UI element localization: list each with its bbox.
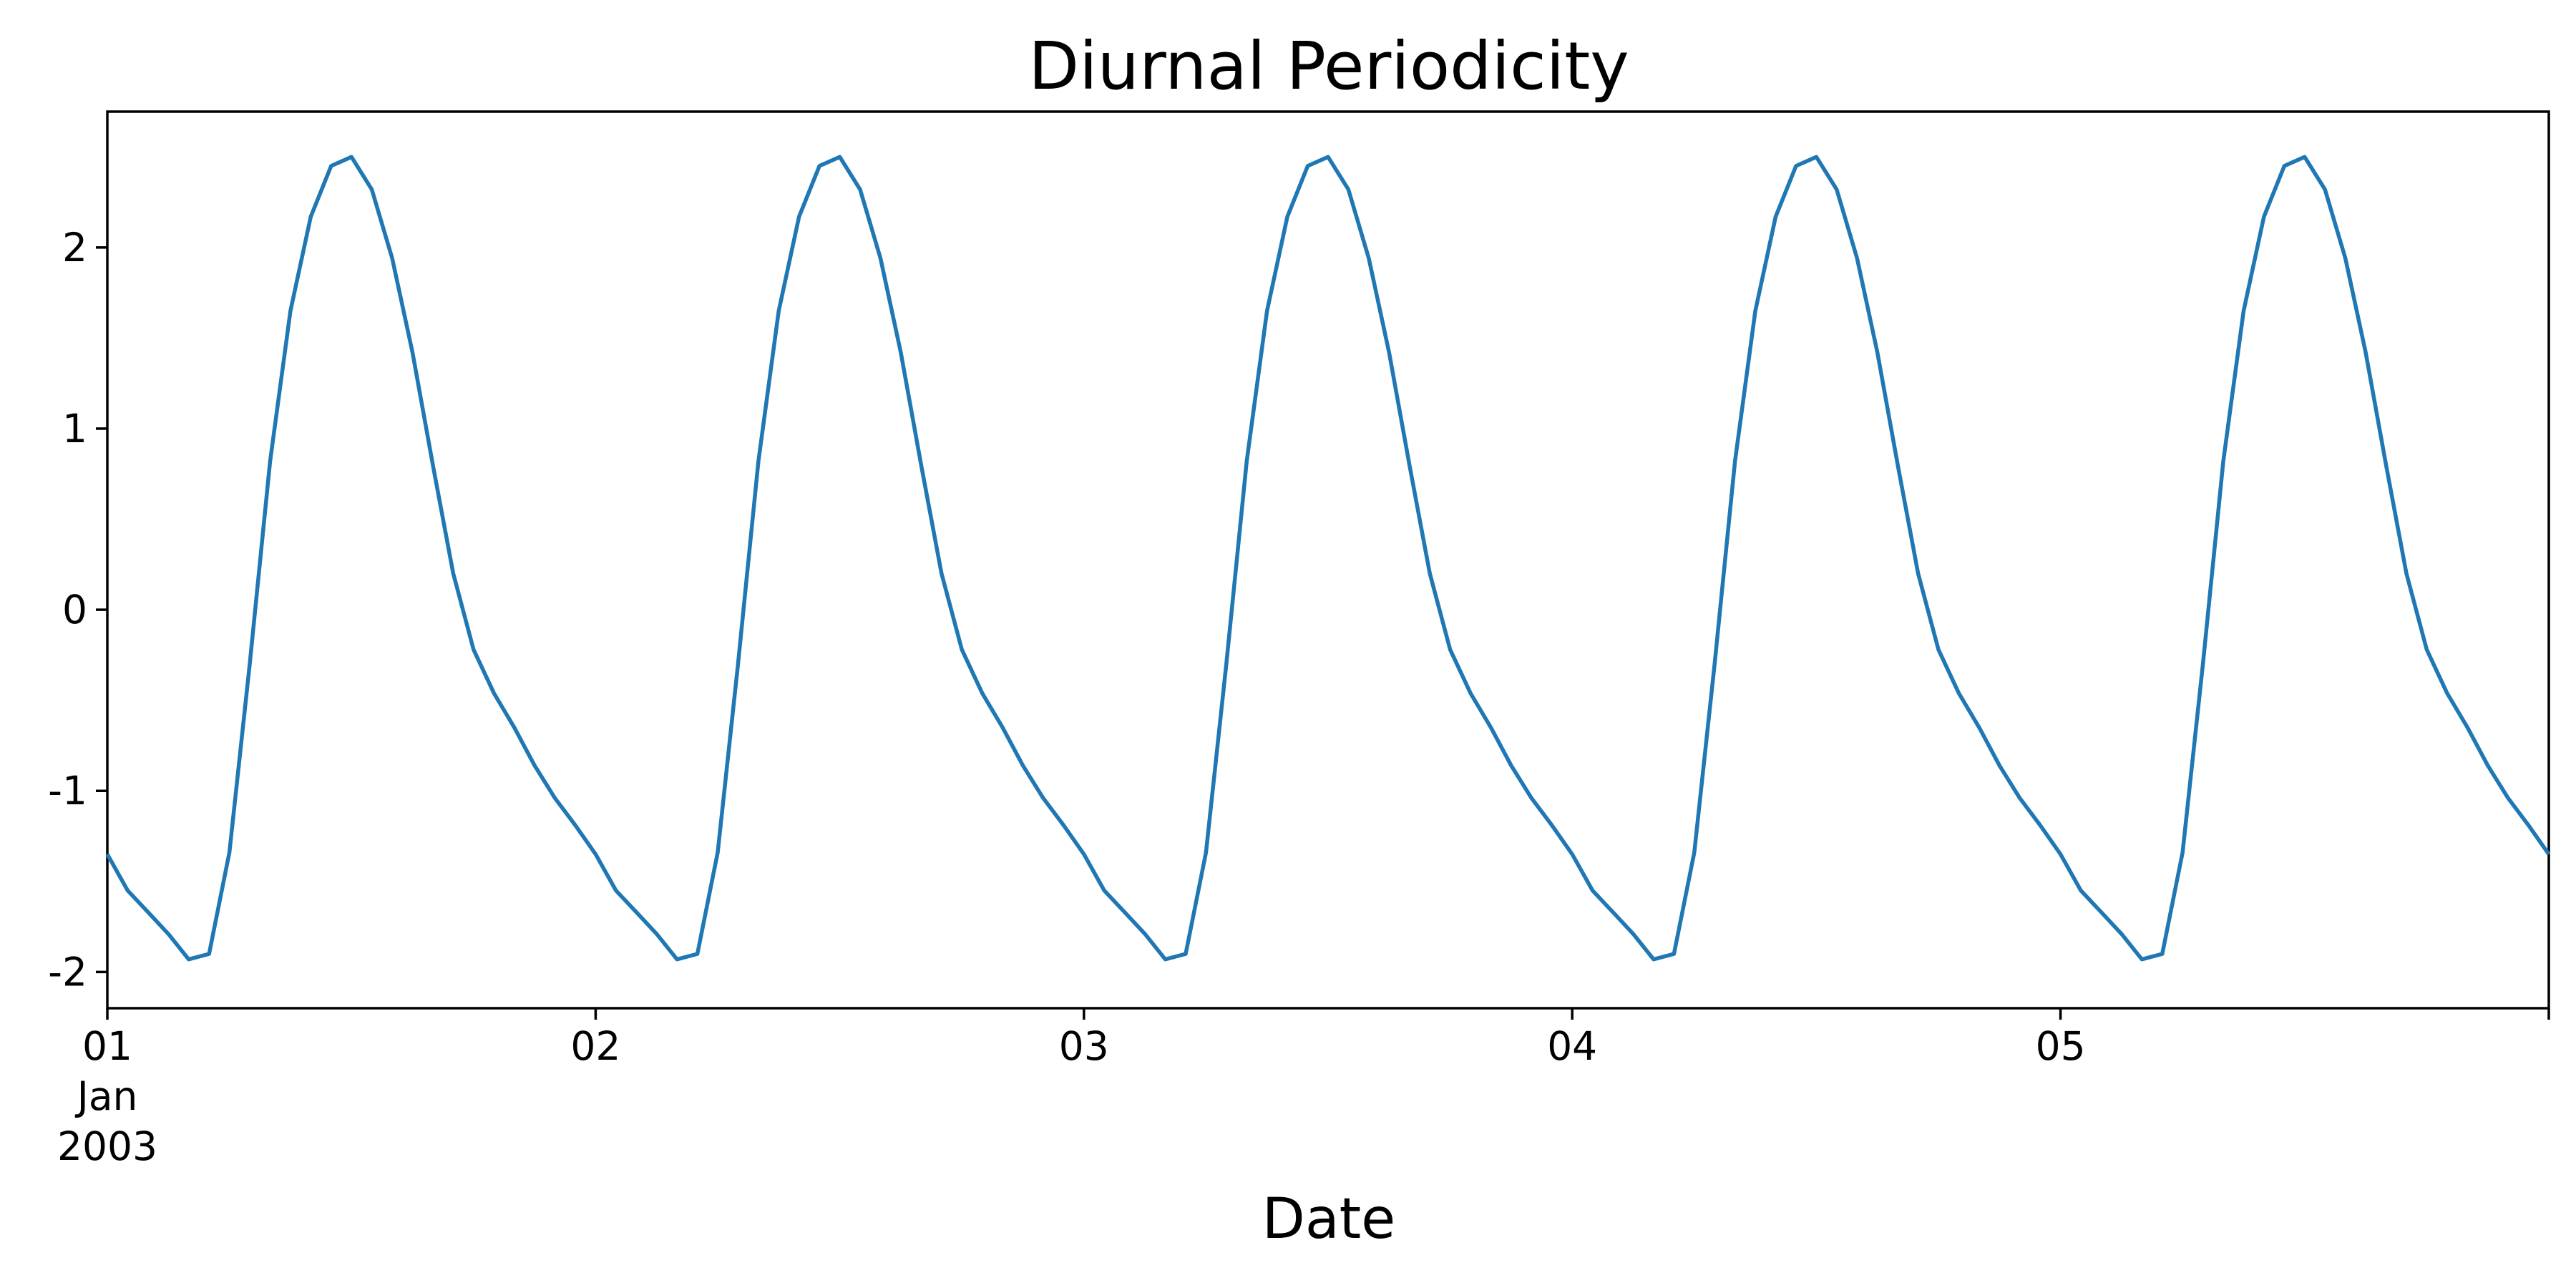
x-axis-label: Date [1262,1187,1395,1252]
x-tick-sublabel: 2003 [57,1123,157,1169]
x-tick-label: 02 [570,1023,620,1069]
x-tick-label: 03 [1059,1023,1109,1069]
series-line-0 [105,155,2551,962]
x-tick-sublabel: Jan [75,1073,138,1119]
y-tick-label: 0 [62,587,87,633]
y-tick-label: 2 [62,225,87,270]
y-tick-label: -1 [48,768,87,814]
x-tick-label: 04 [1547,1023,1597,1069]
y-tick-label: 1 [62,406,87,452]
series-layer [105,155,2551,962]
plot-frame [106,110,2550,1010]
x-tick-label: 01 [82,1023,132,1069]
y-axis: 2 1 0 -1 -2 [48,225,107,995]
x-tick-label: 05 [2036,1023,2086,1069]
chart-title: Diurnal Periodicity [1028,28,1629,104]
plot-area [105,110,2551,1010]
y-tick-label: -2 [48,949,87,995]
